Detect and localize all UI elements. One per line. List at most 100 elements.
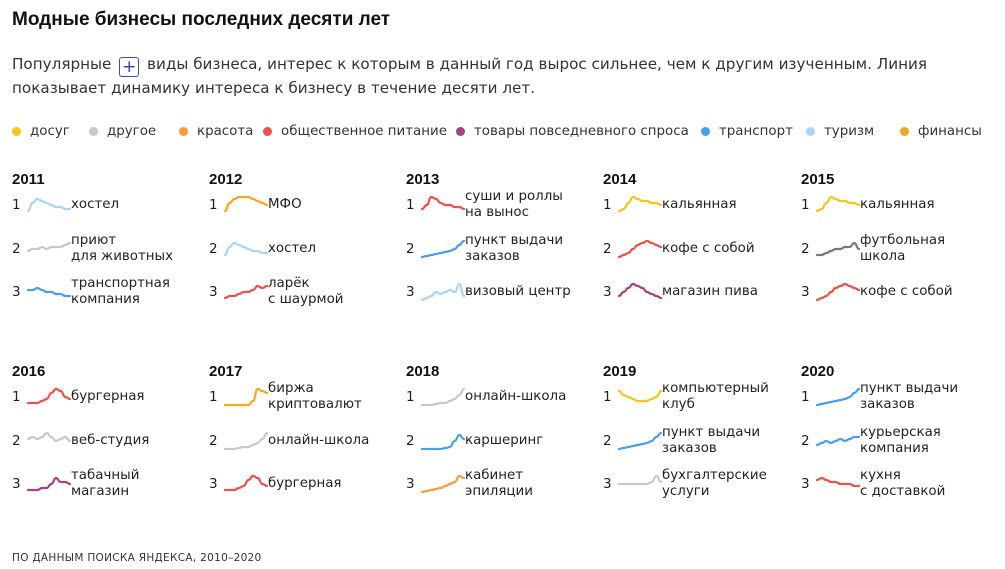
legend-dot-icon (179, 127, 188, 136)
business-label: кабинет эпиляции (465, 468, 533, 499)
legend-dot-icon (900, 127, 909, 136)
year-block-2019: 2019 1 компьютерный клуб 2 пункт выдачи зака… (603, 363, 798, 543)
business-item: 2 курьерская компания (801, 421, 996, 461)
trend-line (420, 239, 466, 259)
business-item: 1 бургерная (12, 377, 207, 417)
trend-line (420, 195, 466, 211)
legend-item: красота (179, 124, 253, 139)
trend-line (223, 241, 269, 257)
legend-label: другое (107, 124, 157, 139)
trend-sparkline (420, 474, 466, 494)
year-block-2016: 2016 1 бургерная 2 веб-студия 3 табачный магаз… (12, 363, 207, 543)
business-label: приют для животных (71, 233, 174, 264)
business-label: пункт выдачи заказов (465, 233, 564, 264)
business-item: 3 бухгалтерские услуги (603, 464, 798, 504)
year-title: 2017 (209, 363, 243, 380)
description-end: виды бизнеса, интерес к которым в данный… (12, 55, 928, 97)
legend-dot-icon (806, 127, 815, 136)
rank-number: 2 (209, 433, 218, 449)
trend-line (617, 389, 663, 403)
year-block-2015: 2015 1 кальянная 2 футбольная школа 3 кофе с с… (801, 171, 996, 351)
trend-line (26, 476, 72, 492)
business-label: биржа криптовалют (268, 381, 362, 412)
business-item: 1 биржа криптовалют (209, 377, 404, 417)
year-title: 2014 (603, 171, 637, 188)
legend-item: товары повседневного спроса (456, 124, 689, 139)
business-label: каршеринг (465, 433, 544, 448)
business-label: кальянная (860, 197, 935, 212)
business-item: 1 МФО (209, 185, 404, 225)
year-title: 2015 (801, 171, 835, 188)
business-item: 2 хостел (209, 229, 404, 269)
trend-sparkline (815, 282, 861, 302)
legend-label: транспорт (719, 124, 793, 139)
trend-sparkline (26, 476, 72, 492)
year-block-2012: 2012 1 МФО 2 хостел 3 ларёк с шаурмой (209, 171, 404, 351)
rank-number: 1 (603, 197, 612, 213)
business-label: кальянная (662, 197, 737, 212)
business-item: 2 приют для животных (12, 229, 207, 269)
year-block-2014: 2014 1 кальянная 2 кофе с собой 3 магазин пива (603, 171, 798, 351)
business-item: 1 компьютерный клуб (603, 377, 798, 417)
trend-line (26, 241, 72, 253)
business-item: 2 футбольная школа (801, 229, 996, 269)
trend-line (420, 433, 466, 451)
business-item: 1 кальянная (603, 185, 798, 225)
trend-line (617, 474, 663, 486)
rank-number: 3 (406, 476, 415, 492)
description: Популярные + виды бизнеса, интерес к кот… (12, 53, 997, 100)
trend-sparkline (815, 435, 861, 447)
plus-icon[interactable]: + (119, 57, 140, 77)
rank-number: 3 (12, 476, 21, 492)
business-label: кофе с собой (662, 241, 755, 256)
trend-sparkline (815, 476, 861, 488)
trend-sparkline (420, 195, 466, 211)
trend-sparkline (26, 241, 72, 253)
trend-sparkline (815, 387, 861, 407)
trend-line (223, 474, 269, 492)
trend-sparkline (617, 282, 663, 300)
trend-line (617, 282, 663, 300)
year-block-2020: 2020 1 пункт выдачи заказов 2 курьерская ком… (801, 363, 996, 543)
business-label: суши и роллы на вынос (465, 189, 563, 220)
business-label: визовый центр (465, 284, 571, 299)
trend-sparkline (223, 195, 269, 213)
business-item: 3 бургерная (209, 464, 404, 504)
rank-number: 3 (603, 284, 612, 300)
trend-sparkline (26, 387, 72, 405)
business-item: 1 кальянная (801, 185, 996, 225)
trend-sparkline (420, 239, 466, 259)
rank-number: 1 (209, 389, 218, 405)
legend-item: другое (89, 124, 156, 139)
business-label: ларёк с шаурмой (268, 276, 344, 307)
description-start: Популярные (12, 55, 112, 73)
business-item: 3 табачный магазин (12, 464, 207, 504)
rank-number: 3 (12, 284, 21, 300)
trend-line (26, 197, 72, 213)
rank-number: 2 (801, 433, 810, 449)
rank-number: 2 (603, 433, 612, 449)
legend-label: досуг (30, 124, 70, 139)
business-label: бухгалтерские услуги (662, 468, 767, 499)
rank-number: 3 (209, 476, 218, 492)
trend-line (223, 195, 269, 213)
trend-line (223, 387, 269, 407)
business-label: транспортная компания (71, 276, 170, 307)
trend-line (815, 435, 861, 447)
legend-dot-icon (701, 127, 710, 136)
trend-sparkline (26, 197, 72, 213)
business-label: онлайн-школа (268, 433, 370, 448)
trend-sparkline (617, 431, 663, 451)
business-item: 1 онлайн-школа (406, 377, 601, 417)
legend-dot-icon (263, 127, 272, 136)
business-item: 2 онлайн-школа (209, 421, 404, 461)
trend-line (26, 387, 72, 405)
business-item: 2 каршеринг (406, 421, 601, 461)
year-title: 2013 (406, 171, 440, 188)
business-item: 3 кабинет эпиляции (406, 464, 601, 504)
rank-number: 1 (801, 197, 810, 213)
trend-sparkline (26, 431, 72, 443)
year-block-2017: 2017 1 биржа криптовалют 2 онлайн-школа 3 бург… (209, 363, 404, 543)
trend-line (420, 387, 466, 407)
source-note: ПО ДАННЫМ ПОИСКА ЯНДЕКСА, 2010–2020 (12, 552, 262, 564)
